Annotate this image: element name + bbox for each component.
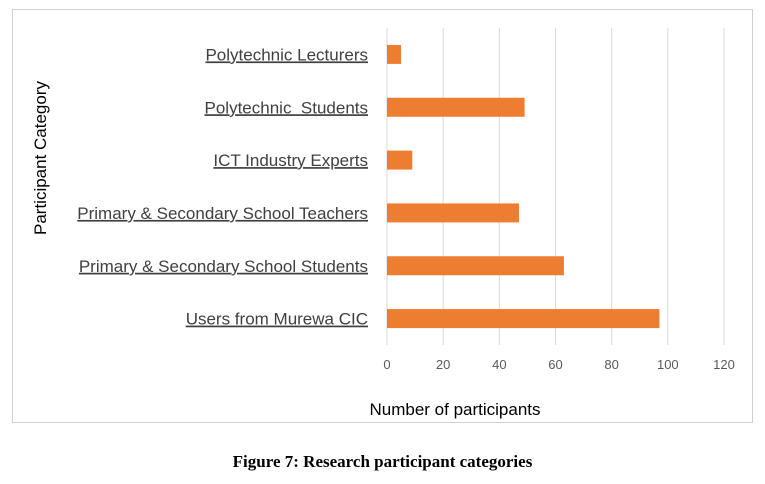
category-label: Polytechnic Students: [205, 98, 368, 117]
bars: [387, 44, 660, 329]
x-tick-label: 40: [492, 357, 506, 372]
figure-caption: Figure 7: Research participant categorie…: [232, 452, 533, 471]
x-tick-label: 0: [383, 357, 390, 372]
bar: [387, 97, 525, 117]
bar: [387, 256, 564, 276]
category-label: Primary & Secondary School Teachers: [77, 204, 368, 223]
category-label: Polytechnic Lecturers: [205, 45, 368, 64]
gridlines: [386, 28, 725, 345]
x-tick-label: 20: [436, 357, 450, 372]
category-label: ICT Industry Experts: [213, 151, 368, 170]
x-tick-label: 100: [657, 357, 679, 372]
category-label: Users from Murewa CIC: [186, 310, 368, 329]
x-tick-label: 80: [604, 357, 618, 372]
x-tick-labels: 0 20 40 60 80 100 120: [383, 357, 734, 372]
category-labels: Polytechnic Lecturers Polytechnic Student…: [77, 45, 368, 328]
bar: [387, 150, 413, 170]
category-label: Primary & Secondary School Students: [79, 257, 368, 276]
x-tick-label: 60: [548, 357, 562, 372]
y-axis-title: Participant Category: [31, 80, 50, 235]
bar: [387, 203, 519, 223]
x-tick-label: 120: [713, 357, 735, 372]
x-axis-title: Number of participants: [369, 400, 540, 419]
chart-frame: [12, 9, 753, 423]
bar-chart: Polytechnic Lecturers Polytechnic Student…: [31, 28, 735, 419]
bar: [387, 309, 660, 329]
bar: [387, 44, 402, 64]
